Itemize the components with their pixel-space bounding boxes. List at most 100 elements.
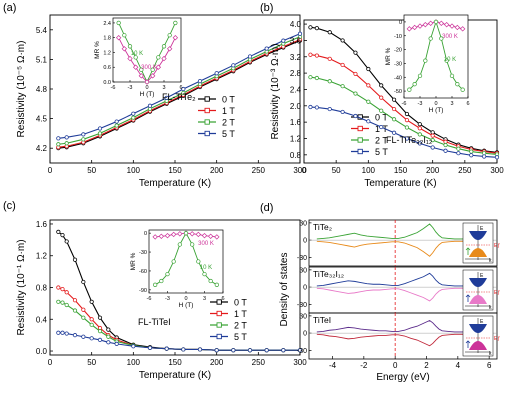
x-axis-label: Temperature (K): [364, 178, 436, 189]
material-label: TiTe₃₂I₁₂: [313, 269, 344, 279]
x-tick-label: 50: [332, 166, 341, 175]
panel-b: (b)0 50 100 150 200 250 3000.81.21.62.02.42.83…: [260, 2, 504, 189]
inset-x-tick-label: -6: [111, 85, 116, 91]
inset-point: [190, 242, 195, 247]
data-point: [131, 344, 136, 349]
x-tick-label: 250: [252, 358, 266, 367]
inset-y-tick-label: -50: [394, 89, 402, 95]
spin-arrow-icon: [465, 340, 471, 348]
inset-y-tick-label: 0: [399, 20, 402, 26]
inset-point: [189, 231, 195, 237]
y-axis-label: Resistivity (10⁻¹ Ω·m): [16, 239, 27, 335]
inset-point: [195, 231, 202, 238]
inset-point: [196, 259, 201, 264]
data-point: [197, 347, 203, 352]
data-point: [89, 317, 94, 322]
x-tick-label: 150: [394, 166, 408, 175]
data-point: [314, 75, 319, 81]
inset-point: [138, 73, 145, 79]
y-tick-label: -30: [297, 302, 307, 309]
y-tick-label: 4.5: [36, 115, 48, 124]
data-point: [56, 285, 61, 290]
data-point: [56, 136, 61, 141]
spin-arrow-icon: [465, 247, 471, 255]
panel-label: (a): [3, 2, 16, 14]
inset-point: [411, 24, 418, 31]
inset-plot: -6 -3 0 3 60-30-60-90H (T)MR %300 K10 K: [130, 229, 225, 309]
data-point: [72, 333, 78, 338]
conduction-band: [469, 231, 487, 240]
x-tick-label: 250: [252, 166, 266, 175]
data-point: [114, 119, 119, 124]
y-tick-label: 3.6: [290, 36, 302, 45]
data-point: [379, 108, 384, 113]
data-point: [181, 90, 186, 96]
conduction-band: [469, 278, 487, 287]
data-point: [147, 345, 153, 350]
series-line-0T: [310, 26, 498, 153]
inset-point: [439, 36, 444, 41]
inset-point: [116, 20, 121, 26]
inset-point: [208, 278, 213, 284]
inset-point: [149, 73, 156, 79]
data-point: [60, 286, 65, 292]
data-point: [366, 99, 371, 104]
y-tick-label: 2.4: [290, 85, 302, 94]
band-inset: E Eƒ k: [462, 222, 500, 264]
inset-point: [422, 21, 429, 28]
legend-entry: 5 T: [375, 147, 388, 157]
legend-entry: 1 T: [234, 309, 247, 319]
data-point: [231, 348, 236, 353]
inset-point: [177, 242, 182, 247]
band-inset: E Eƒ k: [462, 315, 500, 357]
inset-point: [214, 234, 220, 240]
inset-y-tick-label: -60: [139, 269, 147, 275]
inset-point: [127, 44, 133, 49]
data-point: [314, 105, 319, 110]
inset-point: [158, 233, 165, 239]
x-tick-label: 300: [293, 358, 307, 367]
data-point: [164, 346, 169, 351]
data-point: [64, 135, 69, 140]
inset-point: [156, 55, 161, 60]
legend-entry: 0 T: [222, 95, 235, 105]
x-tick-label: 100: [362, 166, 376, 175]
band-inset: E Eƒ k: [462, 269, 500, 311]
data-point: [264, 348, 269, 353]
y-tick-label: 0: [303, 238, 307, 245]
data-point: [308, 25, 313, 30]
data-point: [308, 104, 313, 110]
material-label: TiTeI: [313, 315, 331, 325]
y-tick-label: 30: [299, 220, 307, 227]
inset-series-label: 300 K: [141, 65, 157, 71]
data-point: [106, 340, 111, 345]
inset-series-label: 10 K: [200, 265, 212, 271]
data-point: [97, 131, 103, 136]
inset-point: [455, 82, 460, 87]
inset-point: [166, 46, 173, 52]
data-point: [97, 329, 103, 334]
data-point: [379, 124, 384, 130]
x-tick-label: 0: [48, 358, 53, 367]
inset-x-tick-label: 0: [434, 101, 437, 107]
inset-point: [428, 36, 433, 41]
data-point: [131, 111, 136, 116]
x-tick-label: 150: [168, 166, 182, 175]
data-point: [281, 348, 286, 353]
data-point: [81, 137, 86, 142]
data-point: [247, 348, 253, 353]
data-point: [353, 113, 358, 119]
data-point: [60, 330, 65, 335]
inset-point: [173, 20, 178, 26]
inset-point: [155, 64, 162, 70]
data-point: [81, 279, 86, 285]
k-label: k: [489, 305, 492, 311]
x-tick-label: 150: [168, 358, 182, 367]
data-point: [97, 337, 103, 343]
inset-point: [433, 19, 439, 25]
series-line-1T: [58, 286, 300, 351]
inset-point: [161, 55, 167, 62]
legend-marker: [216, 310, 222, 317]
inset-point: [449, 23, 455, 29]
